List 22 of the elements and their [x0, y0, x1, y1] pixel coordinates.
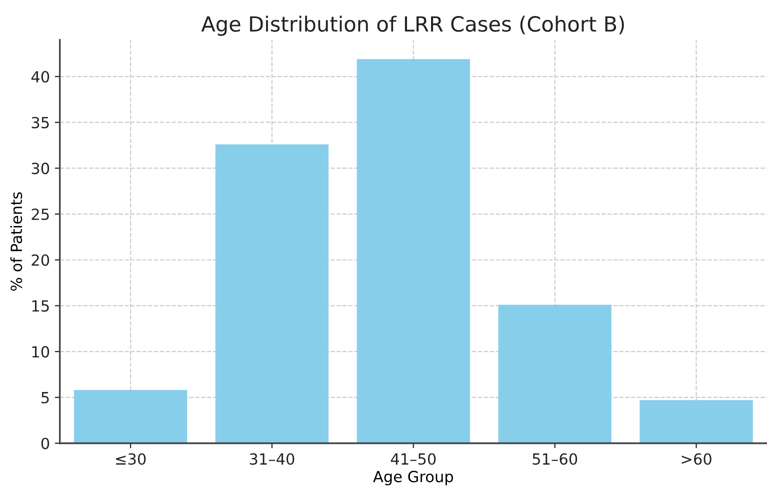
- y-tick-label: 10: [32, 346, 50, 358]
- y-axis-title: % of Patients: [10, 192, 22, 291]
- chart-title: Age Distribution of LRR Cases (Cohort B): [201, 16, 624, 36]
- y-tick-label: 0: [41, 438, 50, 450]
- y-tick-label: 25: [32, 208, 49, 220]
- bar: [640, 400, 753, 444]
- y-tick-label: 5: [42, 392, 49, 404]
- x-tick-label: >60: [682, 453, 712, 465]
- y-tick-label: 40: [31, 70, 50, 83]
- y-tick-label: 35: [32, 116, 49, 128]
- x-axis-title: Age Group: [373, 470, 454, 486]
- y-tick-label: 30: [32, 162, 50, 174]
- bar: [356, 59, 470, 444]
- y-tick-label: 15: [32, 300, 49, 312]
- y-tick-label: 20: [32, 254, 50, 266]
- x-tick-label: ≤30: [116, 453, 146, 465]
- bar: [498, 304, 612, 444]
- x-tick-label: 31–40: [250, 453, 294, 465]
- x-tick-label: 51–60: [532, 453, 578, 465]
- x-tick-label: 41–50: [390, 453, 436, 465]
- bar: [74, 390, 188, 444]
- bar: [215, 144, 329, 444]
